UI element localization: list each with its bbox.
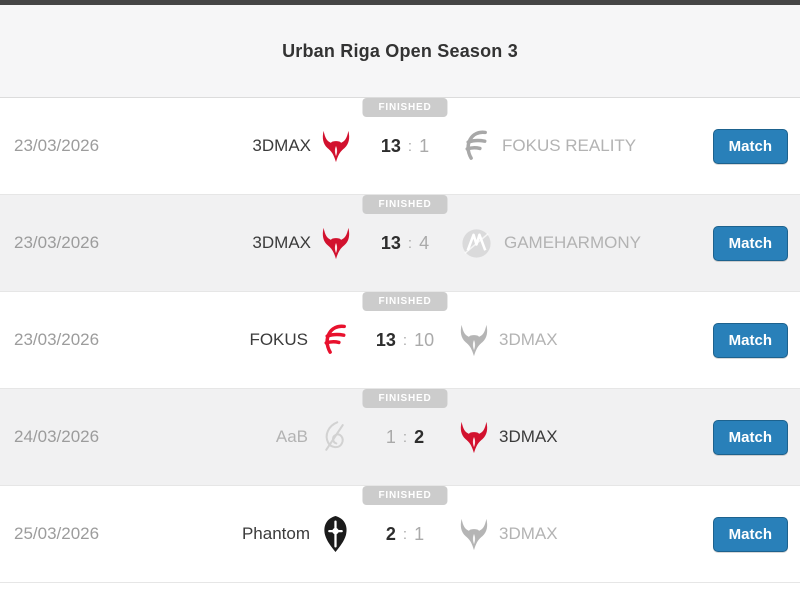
team-left-logo-icon — [321, 227, 351, 260]
team-left-logo-icon — [320, 515, 351, 553]
score-separator: : — [407, 137, 413, 155]
match-date: 24/03/2026 — [14, 427, 100, 446]
match-action: Match — [690, 486, 800, 582]
tournament-title: Urban Riga Open Season 3 — [282, 40, 518, 61]
match-center: FINISHED AaB 1 : 2 3DMAX — [120, 389, 690, 485]
team-right-name: FOKUS REALITY — [502, 136, 637, 155]
score-separator: : — [402, 525, 408, 543]
team-right[interactable]: 3DMAX — [447, 324, 690, 357]
team-left-logo-icon — [321, 130, 351, 163]
score-left: 2 — [385, 523, 396, 544]
team-right-logo-icon — [459, 324, 489, 357]
status-badge: FINISHED — [362, 195, 448, 214]
team-left-name: FOKUS — [249, 330, 308, 349]
match-score: 13 : 4 — [363, 233, 447, 254]
status-badge: FINISHED — [362, 98, 448, 117]
team-right-name: GAMEHARMONY — [504, 233, 641, 252]
score-left: 13 — [375, 329, 396, 350]
team-left-name: AaB — [275, 427, 308, 446]
team-right[interactable]: 3DMAX — [447, 421, 690, 454]
status-badge: FINISHED — [362, 292, 448, 311]
score-right: 4 — [419, 232, 430, 253]
match-score: 13 : 10 — [363, 330, 447, 351]
team-right-logo-icon — [459, 518, 489, 551]
team-right-name: 3DMAX — [499, 427, 558, 446]
match-score: 1 : 2 — [363, 427, 447, 448]
match-center: FINISHED FOKUS 13 : 10 3DMAX — [120, 292, 690, 388]
match-row: 25/03/2026 FINISHED Phantom 2 : 1 3DMAX … — [0, 486, 800, 583]
match-action: Match — [690, 98, 800, 194]
score-separator: : — [407, 234, 413, 252]
team-right[interactable]: FOKUS REALITY — [447, 129, 690, 164]
team-left-logo-icon — [318, 419, 351, 455]
match-row: 23/03/2026 FINISHED 3DMAX 13 : 4 GAMEHAR… — [0, 195, 800, 292]
team-left-name: 3DMAX — [252, 136, 311, 155]
team-right-logo-icon — [459, 226, 494, 261]
score-right: 1 — [419, 135, 430, 156]
match-date: 25/03/2026 — [14, 524, 100, 543]
match-button[interactable]: Match — [712, 516, 788, 552]
team-left[interactable]: AaB — [120, 419, 363, 455]
match-center: FINISHED Phantom 2 : 1 3DMAX — [120, 486, 690, 582]
status-badge: FINISHED — [362, 486, 448, 505]
match-date: 23/03/2026 — [14, 136, 100, 155]
score-right: 2 — [414, 426, 425, 447]
score-right: 10 — [414, 329, 435, 350]
team-right-logo-icon — [459, 129, 492, 164]
team-left-name: 3DMAX — [252, 233, 311, 252]
team-right-name: 3DMAX — [499, 330, 558, 349]
match-button[interactable]: Match — [712, 225, 788, 261]
team-right-logo-icon — [459, 421, 489, 454]
match-list: 23/03/2026 FINISHED 3DMAX 13 : 1 FOKUS R… — [0, 98, 800, 583]
team-left-logo-icon — [318, 323, 351, 358]
score-left: 13 — [380, 232, 401, 253]
team-left[interactable]: 3DMAX — [120, 130, 363, 163]
score-left: 13 — [380, 135, 401, 156]
tournament-header: Urban Riga Open Season 3 — [0, 0, 800, 98]
status-badge: FINISHED — [362, 389, 448, 408]
team-right[interactable]: GAMEHARMONY — [447, 226, 690, 261]
match-score: 13 : 1 — [363, 136, 447, 157]
team-left-name: Phantom — [241, 524, 310, 543]
team-right[interactable]: 3DMAX — [447, 518, 690, 551]
match-button[interactable]: Match — [712, 419, 788, 455]
match-button[interactable]: Match — [712, 322, 788, 358]
score-separator: : — [402, 331, 408, 349]
match-action: Match — [690, 195, 800, 291]
match-action: Match — [690, 389, 800, 485]
match-row: 24/03/2026 FINISHED AaB 1 : 2 3DMAX Matc… — [0, 389, 800, 486]
match-center: FINISHED 3DMAX 13 : 1 FOKUS REALITY — [120, 98, 690, 194]
team-left[interactable]: 3DMAX — [120, 227, 363, 260]
team-left[interactable]: FOKUS — [120, 323, 363, 358]
match-button[interactable]: Match — [712, 128, 788, 164]
team-left[interactable]: Phantom — [120, 515, 363, 553]
match-action: Match — [690, 292, 800, 388]
match-row: 23/03/2026 FINISHED FOKUS 13 : 10 3DMAX … — [0, 292, 800, 389]
match-row: 23/03/2026 FINISHED 3DMAX 13 : 1 FOKUS R… — [0, 98, 800, 195]
score-right: 1 — [414, 523, 425, 544]
match-center: FINISHED 3DMAX 13 : 4 GAMEHARMONY — [120, 195, 690, 291]
team-right-name: 3DMAX — [499, 524, 558, 543]
match-score: 2 : 1 — [363, 524, 447, 545]
score-separator: : — [402, 428, 408, 446]
score-left: 1 — [385, 426, 396, 447]
match-date: 23/03/2026 — [14, 330, 100, 349]
match-date: 23/03/2026 — [14, 233, 100, 252]
